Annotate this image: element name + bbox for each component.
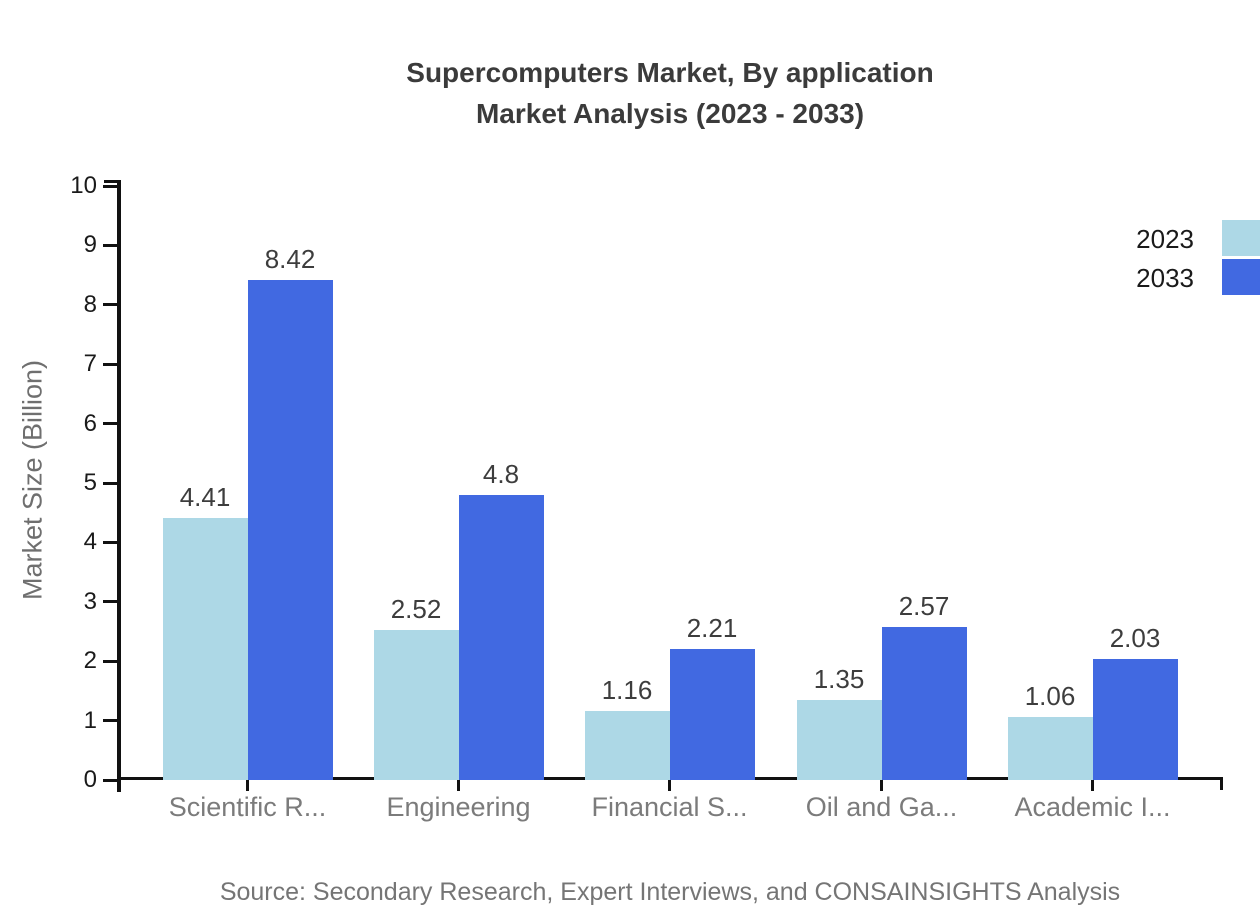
x-category-label-1: Engineering	[386, 792, 531, 822]
legend-label-2023: 2023	[1136, 224, 1194, 254]
bar-2033-cat2	[669, 648, 755, 780]
legend-label-2033: 2033	[1136, 263, 1194, 293]
x-tick-3	[880, 779, 883, 791]
chart-title-line1: Supercomputers Market, By application	[406, 57, 934, 88]
bar-2033-cat0	[247, 279, 333, 780]
y-axis-top-cap	[104, 180, 121, 183]
y-tick-1	[103, 719, 117, 723]
bar-2023-cat4	[1007, 717, 1093, 780]
y-tick-label-9: 9	[83, 231, 97, 259]
y-tick-label-4: 4	[83, 528, 97, 556]
x-axis-end-tick	[1220, 777, 1223, 790]
legend-swatch-2023	[1222, 220, 1260, 256]
y-tick-label-8: 8	[83, 290, 97, 318]
y-tick-label-1: 1	[83, 706, 97, 734]
y-tick-label-10: 10	[70, 172, 97, 199]
y-tick-3	[103, 600, 117, 604]
y-tick-6	[103, 422, 117, 426]
bar-2023-cat0	[162, 518, 248, 780]
bar-2033-cat3	[881, 627, 967, 780]
bar-value-2023-cat4: 1.06	[1024, 681, 1076, 712]
legend-swatch-2033	[1222, 259, 1260, 295]
bar-value-2033-cat2: 2.21	[686, 612, 738, 643]
x-tick-0	[246, 779, 249, 791]
y-tick-label-2: 2	[83, 647, 97, 675]
bar-2033-cat1	[458, 494, 544, 780]
y-tick-label-3: 3	[83, 587, 97, 615]
y-tick-7	[103, 362, 117, 366]
x-tick-1	[457, 779, 460, 791]
y-tick-label-6: 6	[83, 409, 97, 437]
y-tick-10	[103, 184, 117, 188]
y-tick-0	[103, 778, 117, 782]
y-tick-label-0: 0	[83, 766, 97, 793]
bar-2023-cat3	[796, 699, 882, 780]
bar-value-2023-cat1: 2.52	[390, 594, 442, 625]
x-category-label-2: Financial S...	[591, 792, 748, 822]
chart-title-line2: Market Analysis (2023 - 2033)	[475, 98, 865, 129]
y-tick-4	[103, 540, 117, 544]
bar-value-2033-cat3: 2.57	[898, 591, 950, 622]
x-tick-2	[668, 779, 671, 791]
y-tick-label-7: 7	[83, 350, 97, 378]
x-category-label-4: Academic I...	[1014, 792, 1171, 822]
bar-value-2023-cat3: 1.35	[813, 663, 865, 694]
bar-2033-cat4	[1092, 659, 1178, 780]
x-category-label-3: Oil and Ga...	[805, 792, 958, 822]
bar-value-2033-cat4: 2.03	[1109, 623, 1161, 654]
y-tick-8	[103, 303, 117, 307]
bar-value-2033-cat1: 4.8	[482, 458, 520, 489]
x-tick-4	[1091, 779, 1094, 791]
bar-value-2023-cat0: 4.41	[179, 482, 231, 513]
y-tick-5	[103, 481, 117, 485]
chart-title: Supercomputers Market, By application Ma…	[130, 52, 1210, 134]
bar-2023-cat2	[584, 711, 670, 780]
y-tick-2	[103, 659, 117, 663]
bar-2023-cat1	[373, 630, 459, 780]
bar-value-2033-cat0: 8.42	[264, 243, 316, 274]
source-note: Source: Secondary Research, Expert Inter…	[219, 878, 1121, 906]
x-category-label-0: Scientific R...	[168, 792, 327, 822]
y-axis-line	[117, 180, 121, 792]
bar-value-2023-cat2: 1.16	[601, 675, 653, 706]
y-tick-label-5: 5	[83, 469, 97, 496]
y-tick-9	[103, 243, 117, 247]
